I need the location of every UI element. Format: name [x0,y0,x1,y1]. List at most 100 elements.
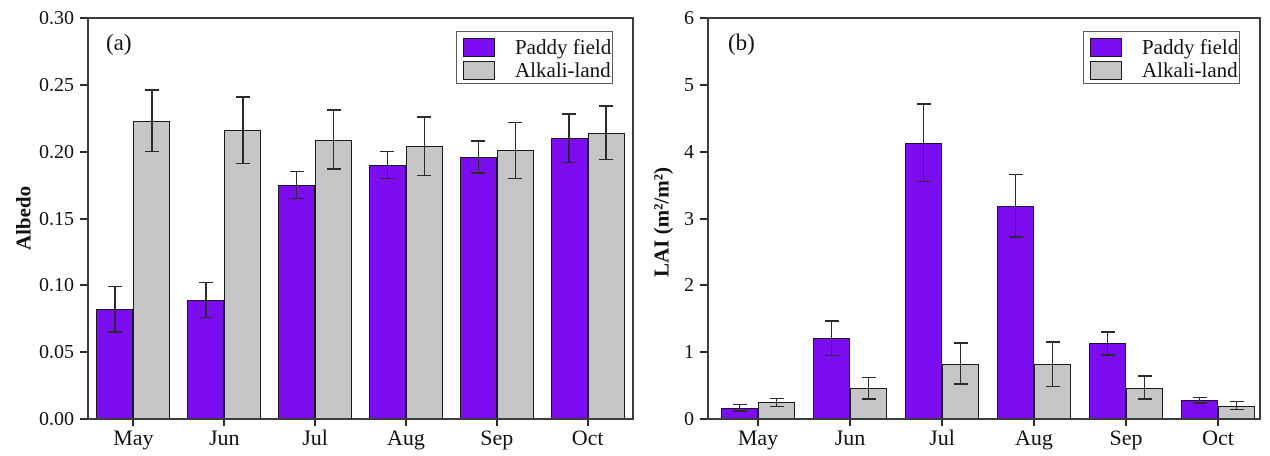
error-bar [568,114,570,163]
error-bar-cap [1229,408,1244,411]
legend-swatch-alkali-land [463,61,495,80]
error-bar [295,171,298,199]
y-tick-label: 2 [684,274,694,297]
y-tick-label: 5 [684,73,694,96]
error-bar-cap [380,150,395,153]
error-bar-cap [1192,396,1207,399]
error-bar [1198,397,1201,403]
x-tick [757,419,759,426]
y-tick [700,217,708,220]
y-tick [80,83,88,86]
x-tick [849,419,851,426]
error-bar-cap [1008,236,1023,238]
x-tick [132,419,135,426]
x-tick [1033,419,1035,426]
error-bar [867,377,870,399]
legend-panel-a: Paddy field Alkali-land [456,31,613,84]
error-bar [738,404,741,411]
x-tick-label: Jul [929,425,955,450]
legend-swatch-paddy-field [1090,38,1122,57]
error-bar-cap [861,376,876,379]
error-bar-cap [1008,173,1023,176]
error-bar [423,116,426,176]
y-tick [700,83,708,86]
x-tick [1125,419,1127,426]
x-tick [1217,419,1219,426]
error-bar [514,122,516,179]
error-bar-cap [289,197,304,200]
error-bar-cap [953,342,968,344]
bar-paddy-field [187,300,225,419]
x-tick-label: Sep [480,425,514,450]
error-bar-cap [599,158,614,161]
error-bar-cap [235,96,250,98]
error-bar [114,286,116,333]
y-tick [700,150,708,153]
y-tick-label: 0.15 [39,207,74,230]
y-tick [700,351,708,354]
legend-swatch-paddy-field [463,38,495,57]
y-tick-label: 0.30 [39,7,74,29]
bar-alkali-land [496,150,534,419]
x-tick-label: Jul [302,425,328,450]
x-tick-label: Jun [834,425,866,450]
x-tick [941,419,943,426]
x-tick-label: Sep [1109,425,1143,450]
x-tick [495,419,498,426]
error-bar-cap [1045,385,1060,387]
y-tick [700,418,708,420]
error-bar-cap [824,320,839,322]
error-bar-cap [417,174,432,177]
error-bar-cap [198,316,213,319]
error-bar-cap [732,410,747,412]
error-bar-cap [1192,402,1207,404]
error-bar-cap [562,161,577,164]
y-axis-title-albedo: Albedo [11,185,36,251]
error-bar-cap [417,116,432,118]
error-bar-cap [235,162,250,165]
error-bar [242,96,244,164]
x-tick-label: Aug [1015,425,1053,450]
y-tick [80,418,88,420]
panel-label-a: (a) [106,30,132,55]
error-bar-cap [916,180,931,183]
error-bar-cap [769,397,784,400]
legend-item-paddy-field: Paddy field [1090,37,1239,58]
error-bar-cap [107,331,122,333]
y-tick [700,17,708,19]
error-bar-cap [144,150,159,153]
error-bar-cap [916,103,931,105]
error-bar [775,398,778,407]
y-tick [80,17,88,19]
error-bar-cap [1137,398,1152,400]
y-axis-title-lai: LAI (m²/m²) [649,167,674,277]
error-bar [205,282,207,318]
error-bar-cap [380,177,395,180]
error-bar-cap [144,89,159,91]
error-bar-cap [1045,341,1060,343]
y-tick-label: 0.20 [39,140,74,163]
error-bar [922,104,925,182]
x-tick [314,419,317,426]
bar-paddy-field [459,157,497,419]
legend-item-alkali-land: Alkali-land [1090,60,1239,81]
error-bar [386,151,389,179]
legend-swatch-alkali-land [1090,61,1122,80]
bar-alkali-land [587,132,625,419]
y-tick [80,284,88,287]
y-tick [700,284,708,287]
error-bar [1014,174,1017,238]
legend-panel-b: Paddy field Alkali-land [1083,31,1240,84]
error-bar-cap [1100,354,1115,356]
x-tick [586,419,589,426]
legend-label-paddy-field: Paddy field [1142,35,1239,59]
error-bar-cap [326,109,341,111]
error-bar-cap [1137,375,1152,377]
y-tick-label: 1 [684,341,694,364]
legend-item-paddy-field: Paddy field [463,37,612,58]
error-bar [959,342,962,385]
x-tick-label: Jun [208,425,240,450]
error-bar [477,140,479,174]
legend-label-alkali-land: Alkali-land [515,58,611,82]
